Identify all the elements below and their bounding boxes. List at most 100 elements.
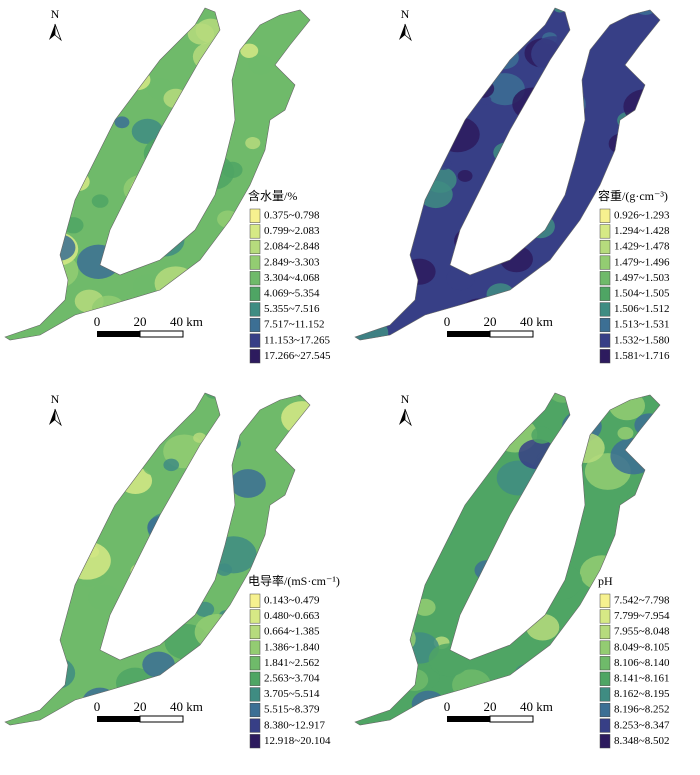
- legend-swatch: [599, 208, 611, 223]
- surface-patch: [648, 539, 660, 550]
- legend-swatch: [599, 224, 611, 239]
- surface-patch: [88, 584, 120, 611]
- surface-patch: [387, 160, 415, 183]
- surface-patch: [124, 11, 172, 50]
- surface-patch: [358, 249, 407, 288]
- surface-patch: [531, 426, 553, 444]
- surface-patch: [229, 469, 266, 498]
- surface-patch: [194, 614, 240, 650]
- legend-label: 5.515~8.379: [264, 704, 320, 716]
- legend-label: 2.084~2.848: [264, 241, 320, 253]
- surface-patch: [641, 553, 660, 574]
- surface-patch: [193, 432, 207, 443]
- legend-swatch: [249, 286, 261, 301]
- surface-patch: [152, 13, 175, 32]
- surface-patch: [138, 242, 163, 263]
- scale-bar: [97, 331, 140, 337]
- surface-patch: [64, 122, 101, 152]
- north-arrow: [49, 24, 55, 40]
- surface-patch: [492, 184, 505, 195]
- surface-patch: [175, 123, 215, 156]
- surface-patch: [136, 406, 153, 419]
- surface-patch: [20, 117, 50, 141]
- surface-patch: [435, 116, 480, 153]
- legend-label: 8.196~8.252: [614, 704, 669, 716]
- north-arrow: [399, 24, 405, 40]
- surface-patch: [147, 515, 177, 539]
- surface-patch: [34, 294, 50, 307]
- surface-patch: [382, 419, 402, 435]
- legend-label: 17.266~27.545: [264, 350, 331, 362]
- surface-patch: [142, 651, 175, 678]
- lake-outline: [354, 392, 661, 726]
- legend-swatch: [249, 718, 261, 733]
- north-arrow: [54, 408, 62, 427]
- surface-patch: [222, 161, 243, 178]
- legend-swatch: [249, 656, 261, 671]
- surface-patch: [580, 393, 620, 412]
- surface-patch: [541, 120, 565, 139]
- surface-patch: [164, 139, 182, 153]
- surface-patch: [169, 108, 188, 123]
- map-panel: N 容重/(g·cm⁻³) 0.926~1.293 1.294~1.428 1.429~…: [354, 7, 670, 364]
- legend-label: 8.106~8.140: [614, 657, 670, 669]
- legend-label: 3.705~5.514: [264, 688, 320, 700]
- surface-patch: [138, 554, 175, 584]
- north-arrow: [49, 409, 55, 425]
- surface-patch: [464, 80, 485, 98]
- surface-patch: [385, 46, 403, 61]
- legend-swatch: [249, 271, 261, 286]
- surface-patch: [76, 244, 120, 279]
- surface-patch: [450, 25, 487, 55]
- surface-patch: [281, 401, 310, 435]
- legend-swatch: [599, 302, 611, 317]
- surface-patch: [474, 393, 508, 408]
- surface-patch: [163, 458, 180, 472]
- surface-patch: [551, 649, 598, 687]
- scale-label: 40 km: [170, 314, 203, 329]
- surface-patch: [553, 8, 567, 13]
- surface-patch: [532, 120, 575, 155]
- surface-patch: [147, 624, 169, 642]
- legend-swatch: [599, 718, 611, 733]
- surface-patch: [355, 156, 385, 180]
- surface-patch: [617, 426, 634, 440]
- surface-patch: [5, 567, 42, 600]
- surface-patch: [566, 432, 605, 463]
- surface-patch: [518, 439, 557, 470]
- surface-patch: [114, 116, 130, 129]
- legend-label: 1.581~1.716: [614, 350, 670, 362]
- legend-label: 0.664~1.385: [264, 626, 320, 638]
- surface-patch: [534, 138, 563, 161]
- legend-swatch: [599, 734, 611, 749]
- legend-label: 8.253~8.347: [614, 719, 670, 731]
- surface-patch: [143, 136, 188, 172]
- surface-patch: [42, 234, 76, 261]
- scale-label: 20: [134, 314, 147, 329]
- legend-label: 5.355~7.516: [264, 303, 320, 315]
- legend-swatch: [599, 286, 611, 301]
- legend-label: 1.479~1.496: [614, 256, 670, 268]
- map-panel: N 电导率/(mS·cm⁻¹) 0.143~0.479 0.480~0.663 0.66…: [4, 392, 340, 749]
- surface-patch: [91, 194, 109, 208]
- scale-label: 20: [484, 314, 497, 329]
- legend-label: 7.542~7.798: [614, 595, 670, 607]
- surface-patch: [267, 508, 310, 542]
- surface-patch: [565, 8, 583, 17]
- surface-patch: [168, 8, 193, 23]
- lake-fill: [355, 8, 660, 340]
- surface-patch: [626, 485, 660, 516]
- map-panel: N 含水量/% 0.375~0.798 0.799~2.083 2.084~2.848 2…: [4, 7, 331, 364]
- surface-patch: [355, 489, 392, 519]
- surface-patch: [634, 514, 660, 552]
- scale-label: 40 km: [170, 699, 203, 714]
- surface-patch: [141, 168, 156, 181]
- scale-label: 20: [484, 699, 497, 714]
- surface-patch: [226, 696, 240, 708]
- surface-patch: [389, 502, 430, 535]
- legend-swatch: [599, 640, 611, 655]
- north-arrow: [404, 408, 412, 427]
- surface-patch: [539, 127, 555, 140]
